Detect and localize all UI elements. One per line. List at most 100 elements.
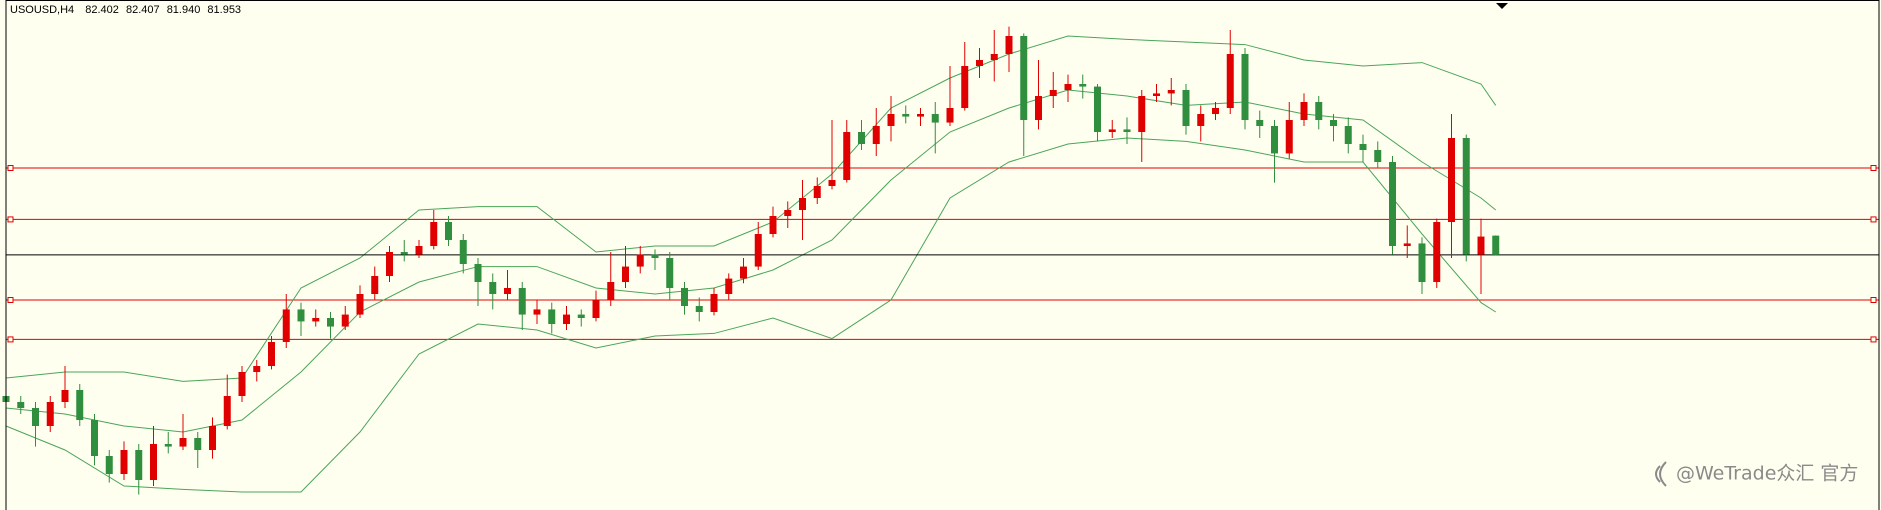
candle-body — [474, 264, 482, 282]
candle-body — [327, 318, 334, 327]
candle-body — [32, 408, 39, 426]
candle-body — [976, 60, 983, 66]
candle-body — [607, 282, 615, 300]
candle-body — [1108, 129, 1116, 132]
candle-body — [1123, 129, 1131, 132]
candle-body — [1079, 84, 1087, 87]
candle-body — [902, 114, 910, 117]
candle-body — [548, 309, 556, 324]
plot-area — [2, 26, 1879, 495]
candle-body — [459, 240, 467, 264]
candle-body — [1049, 90, 1057, 96]
candle-body — [740, 266, 747, 279]
candle-body — [843, 132, 851, 180]
shift-marker — [1496, 3, 1508, 9]
candle-body — [725, 278, 733, 294]
candle-body — [1462, 138, 1470, 255]
candle-body — [563, 314, 570, 324]
candle-body — [76, 390, 84, 420]
candle-body — [356, 294, 364, 315]
candle-body — [17, 402, 25, 408]
candle-body — [1212, 108, 1219, 114]
candle-body — [1448, 138, 1455, 222]
candle-body — [135, 450, 143, 480]
candle-body — [209, 426, 216, 450]
candle-body — [518, 288, 526, 315]
low-label: 81.940 — [167, 4, 201, 16]
candle-body — [1389, 162, 1396, 246]
candle-body — [386, 252, 393, 276]
candle-body — [651, 254, 659, 258]
level-handle — [1870, 216, 1877, 223]
candle-body — [917, 114, 924, 117]
candle-body — [666, 258, 674, 288]
candle-body — [1300, 102, 1308, 120]
candle-body — [1492, 235, 1500, 255]
candle-body — [754, 234, 762, 267]
level-handle — [7, 165, 14, 171]
candle-body — [1182, 90, 1190, 126]
candle-body — [533, 309, 541, 315]
candle-body — [371, 276, 379, 294]
candle-body — [445, 222, 452, 240]
candle-body — [1197, 114, 1205, 126]
candle-body — [1330, 120, 1337, 126]
candle-body — [1005, 36, 1013, 54]
candle-body — [1403, 243, 1411, 246]
watermark-icon — [1655, 461, 1667, 487]
bollinger-band — [5, 89, 1497, 433]
candle-body — [1418, 243, 1426, 282]
level-handle — [7, 216, 14, 223]
level-handle — [7, 336, 14, 343]
bollinger-band — [5, 137, 1497, 493]
candle-body — [1094, 86, 1101, 132]
candle-body — [681, 288, 688, 306]
candle-body — [179, 438, 187, 447]
candle-body — [1153, 93, 1160, 96]
candle-body — [400, 252, 408, 255]
level-handle — [1870, 336, 1877, 343]
candle-body — [105, 456, 113, 474]
candle-body — [61, 390, 69, 402]
candle-body — [223, 396, 231, 426]
candle-body — [1020, 36, 1028, 120]
candle-body — [1477, 236, 1485, 255]
candle-body — [858, 132, 865, 144]
candle-body — [1433, 222, 1441, 282]
candle-body — [813, 186, 821, 198]
candle-body — [1226, 54, 1234, 108]
candle-body — [1256, 120, 1264, 126]
candle-body — [990, 54, 998, 60]
watermark: @WeTrade众汇 官方 — [1676, 463, 1858, 485]
candle-body — [931, 114, 939, 123]
candle-body — [1035, 96, 1042, 120]
watermark-group: @WeTrade众汇 官方 — [1655, 461, 1858, 487]
candle-body — [253, 366, 261, 372]
candle-body — [489, 282, 497, 294]
candle-body — [312, 318, 320, 322]
candle-body — [504, 288, 511, 294]
candle-body — [1167, 90, 1175, 94]
candle-body — [282, 309, 290, 342]
candle-body — [91, 420, 98, 456]
candle-body — [120, 450, 128, 474]
level-handle — [1870, 165, 1877, 171]
candle-body — [430, 222, 438, 246]
high-label: 82.407 — [126, 4, 160, 16]
candle-body — [1271, 126, 1278, 154]
candle-body — [946, 108, 954, 123]
candle-body — [695, 306, 703, 312]
candle-body — [961, 66, 969, 108]
candle-body — [1241, 54, 1249, 120]
candle-body — [1138, 96, 1146, 132]
level-handle — [1870, 297, 1877, 303]
candle-body — [872, 126, 880, 144]
candle-body — [150, 444, 157, 480]
close-label: 81.953 — [207, 4, 241, 16]
candle-body — [799, 198, 806, 210]
candle-body — [164, 444, 172, 447]
level-handle — [7, 297, 14, 303]
candle-body — [887, 114, 895, 126]
candle-body — [341, 314, 349, 327]
